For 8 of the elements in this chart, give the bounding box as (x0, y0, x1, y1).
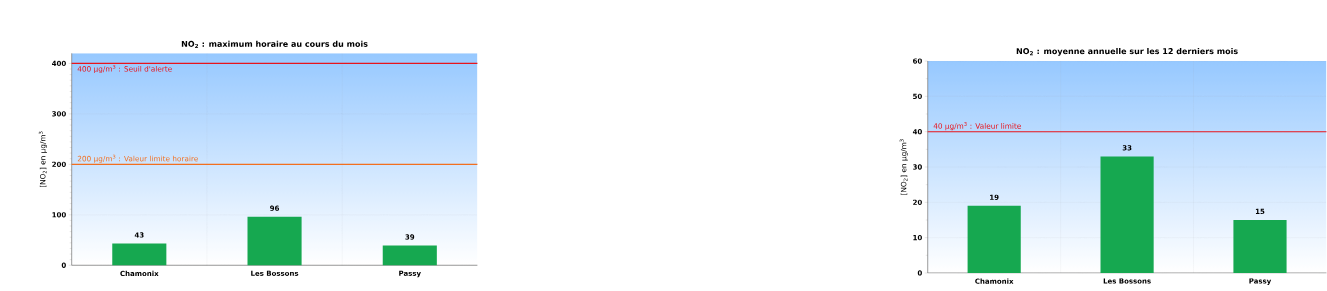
bar (247, 216, 302, 266)
bar (967, 205, 1021, 273)
bar (1233, 220, 1287, 273)
chart-title: NO$_{2}$ : maximum horaire au cours du mois (181, 40, 368, 49)
chart-title: NO$_{2}$ : moyenne annuelle sur les 12 derniers mois (1016, 47, 1238, 56)
bar (1100, 156, 1154, 273)
bar (112, 243, 167, 266)
bar (382, 245, 437, 266)
